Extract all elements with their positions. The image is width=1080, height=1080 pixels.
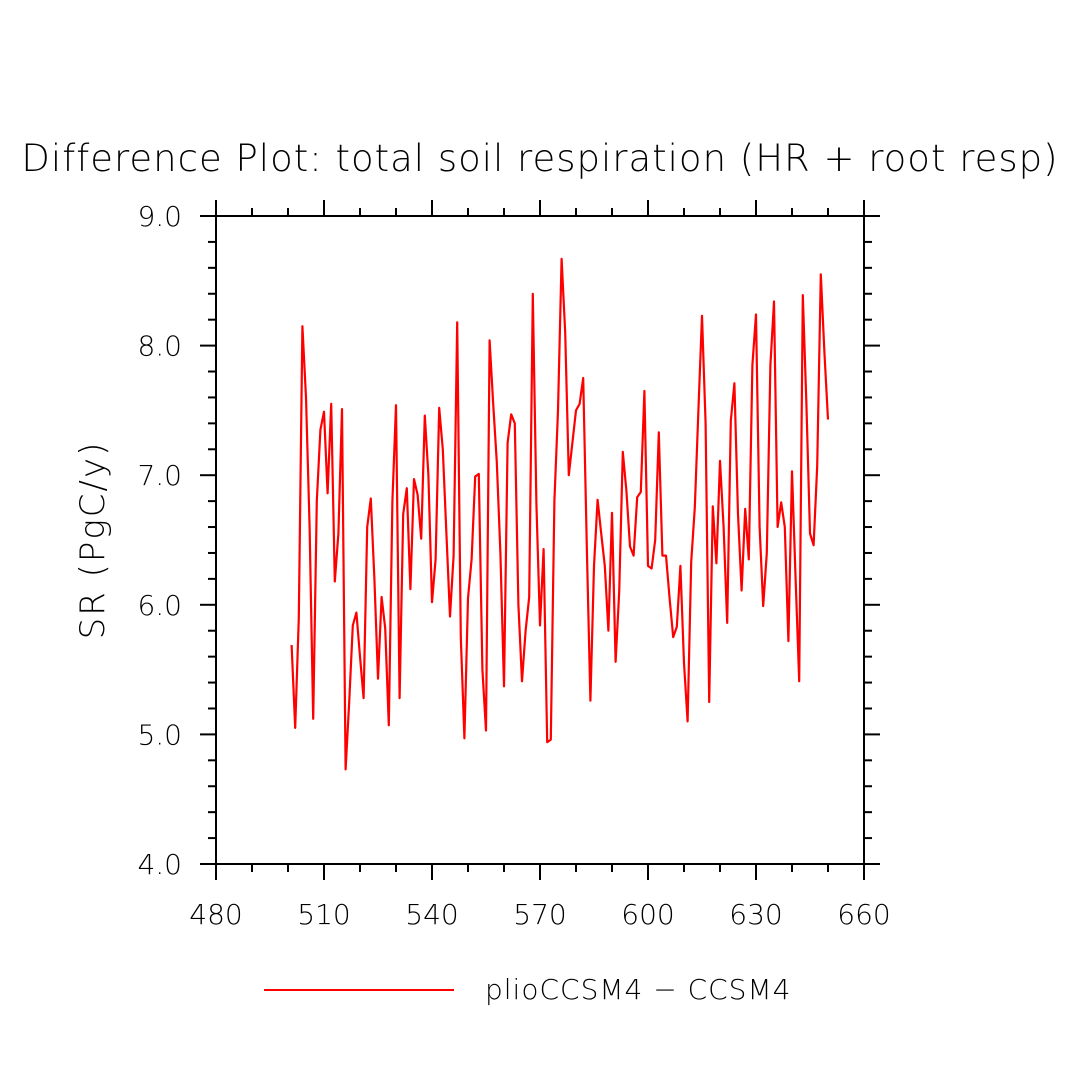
chart-title: Difference Plot: total soil respiration … — [21, 137, 1058, 180]
x-tick-label: 540 — [405, 898, 458, 931]
x-tick-label: 480 — [189, 898, 242, 931]
y-tick-label: 5.0 — [137, 718, 182, 751]
x-tick-label: 630 — [729, 898, 782, 931]
legend-label: plioCCSM4 − CCSM4 — [485, 973, 791, 1006]
y-tick-label: 4.0 — [137, 848, 182, 881]
y-axis-label: SR (PgC/y) — [73, 441, 113, 640]
series-line — [290, 257, 830, 771]
y-tick-label: 9.0 — [137, 200, 182, 233]
x-tick-label: 510 — [297, 898, 350, 931]
series-group — [290, 257, 830, 771]
axis-ticks — [200, 200, 880, 880]
legend: plioCCSM4 − CCSM4 — [264, 973, 791, 1006]
x-tick-label: 570 — [513, 898, 566, 931]
x-tick-label: 660 — [837, 898, 890, 931]
y-tick-label: 8.0 — [137, 330, 182, 363]
y-tick-label: 7.0 — [137, 459, 182, 492]
y-tick-label: 6.0 — [137, 589, 182, 622]
tick-labels: 480 510 540 570 600 630 660 4.0 5.0 6.0 7.0 8.0 9.0 — [137, 200, 890, 931]
x-tick-label: 600 — [621, 898, 674, 931]
